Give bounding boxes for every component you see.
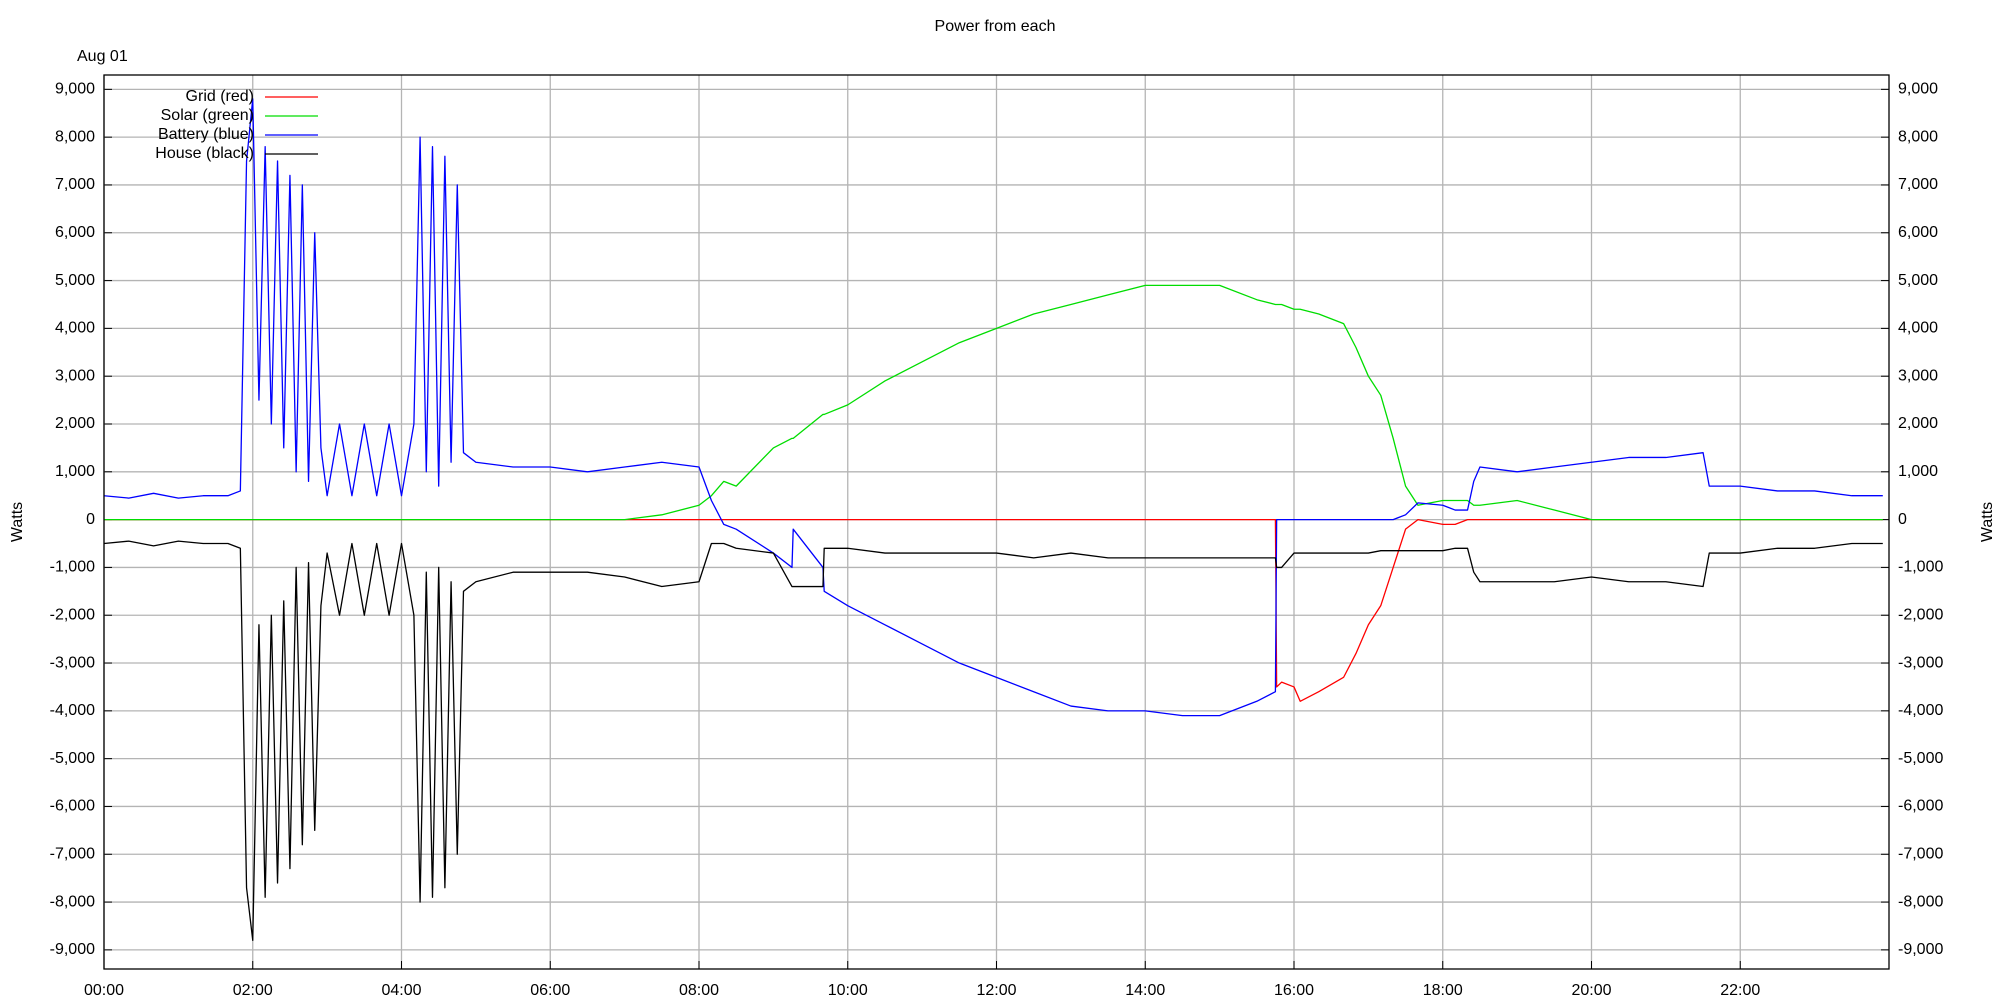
y-tick-label: -5,000 — [50, 750, 95, 767]
y-tick-label: 4,000 — [55, 320, 95, 337]
y-tick-label: 8,000 — [55, 128, 95, 145]
y-tick-label: 0 — [86, 511, 95, 528]
y2-tick-label: 4,000 — [1898, 320, 1938, 337]
x-tick-label: 22:00 — [1720, 982, 1760, 999]
y-tick-label: -3,000 — [50, 654, 95, 671]
x-tick-label: 12:00 — [976, 982, 1016, 999]
x-tick-label: 04:00 — [381, 982, 421, 999]
y2-tick-label: 7,000 — [1898, 176, 1938, 193]
y-axis-label: Watts — [9, 502, 26, 542]
y2-tick-label: -3,000 — [1898, 654, 1943, 671]
y2-tick-label: 6,000 — [1898, 224, 1938, 241]
y-tick-label: -2,000 — [50, 606, 95, 623]
y2-tick-label: 0 — [1898, 511, 1907, 528]
x-tick-label: 16:00 — [1274, 982, 1314, 999]
chart-title: Power from each — [935, 18, 1056, 35]
x-tick-label: 18:00 — [1423, 982, 1463, 999]
y-tick-label: 7,000 — [55, 176, 95, 193]
plot-lines — [103, 98, 1883, 941]
y2-tick-label: 5,000 — [1898, 272, 1938, 289]
y-tick-label: 6,000 — [55, 224, 95, 241]
x-tick-label: 20:00 — [1571, 982, 1611, 999]
plot-frame — [103, 74, 1890, 970]
x-tick-label: 02:00 — [233, 982, 273, 999]
y2-tick-label: -2,000 — [1898, 606, 1943, 623]
series-line — [103, 540, 1883, 941]
labels: 9,000 8,000 7,000 6,000 5,000 4,000 3,000 2,000… — [50, 81, 1944, 1000]
x-tick-label: 06:00 — [530, 982, 570, 999]
y2-tick-label: -5,000 — [1898, 750, 1943, 767]
y-tick-label: 5,000 — [55, 272, 95, 289]
y-tick-label: -4,000 — [50, 702, 95, 719]
y-tick-label: -7,000 — [50, 845, 95, 862]
y2-tick-label: 8,000 — [1898, 128, 1938, 145]
x-tick-label: 00:00 — [84, 982, 124, 999]
legend-label: Solar (green) — [161, 107, 254, 124]
y-tick-label: 2,000 — [55, 415, 95, 432]
y2-axis-label: Watts — [1979, 502, 1996, 542]
y2-tick-label: 1,000 — [1898, 463, 1938, 480]
y-tick-label: -8,000 — [50, 893, 95, 910]
y2-tick-label: 2,000 — [1898, 415, 1938, 432]
y2-tick-label: -7,000 — [1898, 845, 1943, 862]
y-tick-label: -6,000 — [50, 798, 95, 815]
y2-tick-label: -6,000 — [1898, 798, 1943, 815]
y-tick-label: 1,000 — [55, 463, 95, 480]
y2-tick-label: -9,000 — [1898, 941, 1943, 958]
y2-tick-label: -1,000 — [1898, 559, 1943, 576]
x-tick-label: 14:00 — [1125, 982, 1165, 999]
grid — [103, 75, 1889, 969]
legend-label: House (black) — [155, 145, 254, 162]
x-tick-label: 08:00 — [679, 982, 719, 999]
y-tick-label: 9,000 — [55, 81, 95, 98]
y-tick-label: -9,000 — [50, 941, 95, 958]
y2-tick-label: 3,000 — [1898, 367, 1938, 384]
legend-label: Battery (blue) — [158, 126, 254, 143]
date-label: Aug 01 — [77, 48, 128, 65]
series-line — [104, 284, 1883, 521]
y2-tick-label: -4,000 — [1898, 702, 1943, 719]
x-tick-label: 10:00 — [828, 982, 868, 999]
y2-tick-label: -8,000 — [1898, 893, 1943, 910]
y2-tick-label: 9,000 — [1898, 81, 1938, 98]
y-tick-label: 3,000 — [55, 367, 95, 384]
y-tick-label: -1,000 — [50, 559, 95, 576]
legend-label: Grid (red) — [186, 88, 254, 105]
